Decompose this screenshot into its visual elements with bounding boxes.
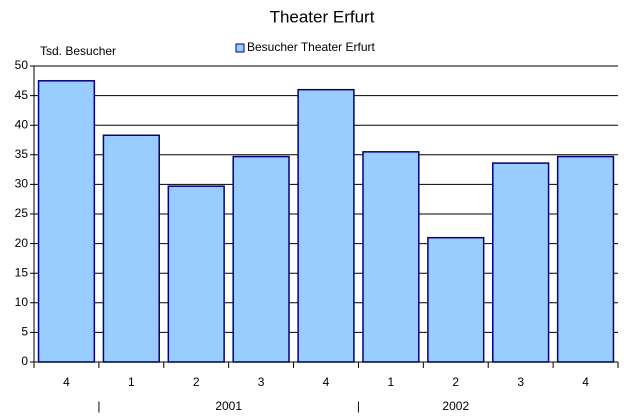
chart-title: Theater Erfurt: [270, 7, 375, 26]
y-tick-label: 40: [15, 117, 29, 131]
y-tick-label: 35: [15, 147, 29, 161]
y-tick-label: 10: [15, 295, 29, 309]
group-label: 2001: [215, 399, 242, 413]
bar: [427, 236, 485, 363]
x-tick-label: 3: [517, 375, 524, 389]
y-tick-label: 25: [15, 206, 29, 220]
x-tick-label: 4: [323, 375, 330, 389]
bar: [167, 185, 225, 363]
y-axis-label: Tsd. Besucher: [40, 44, 116, 58]
y-tick-label: 30: [15, 177, 29, 191]
legend-swatch: [235, 43, 245, 53]
x-tick-label: 3: [258, 375, 265, 389]
group-separator: |: [97, 399, 100, 413]
group-separator: |: [357, 399, 360, 413]
bar: [232, 155, 290, 363]
y-tick-label: 15: [15, 265, 29, 279]
bar: [556, 155, 615, 363]
y-tick-label: 0: [21, 354, 28, 368]
x-tick-label: 4: [582, 375, 589, 389]
x-tick-label: 1: [128, 375, 135, 389]
x-tick-label: 2: [452, 375, 459, 389]
bar: [492, 162, 550, 363]
y-tick-label: 20: [15, 236, 29, 250]
y-tick-label: 5: [21, 325, 28, 339]
x-tick-label: 1: [388, 375, 395, 389]
bar: [297, 88, 355, 363]
bar: [362, 151, 420, 363]
group-label: 2002: [442, 399, 469, 413]
bar: [102, 134, 160, 363]
legend-label: Besucher Theater Erfurt: [247, 40, 376, 54]
bar: [37, 80, 96, 363]
y-tick-label: 50: [15, 58, 29, 72]
x-tick-label: 4: [63, 375, 70, 389]
x-tick-label: 2: [193, 375, 200, 389]
y-tick-label: 45: [15, 88, 29, 102]
